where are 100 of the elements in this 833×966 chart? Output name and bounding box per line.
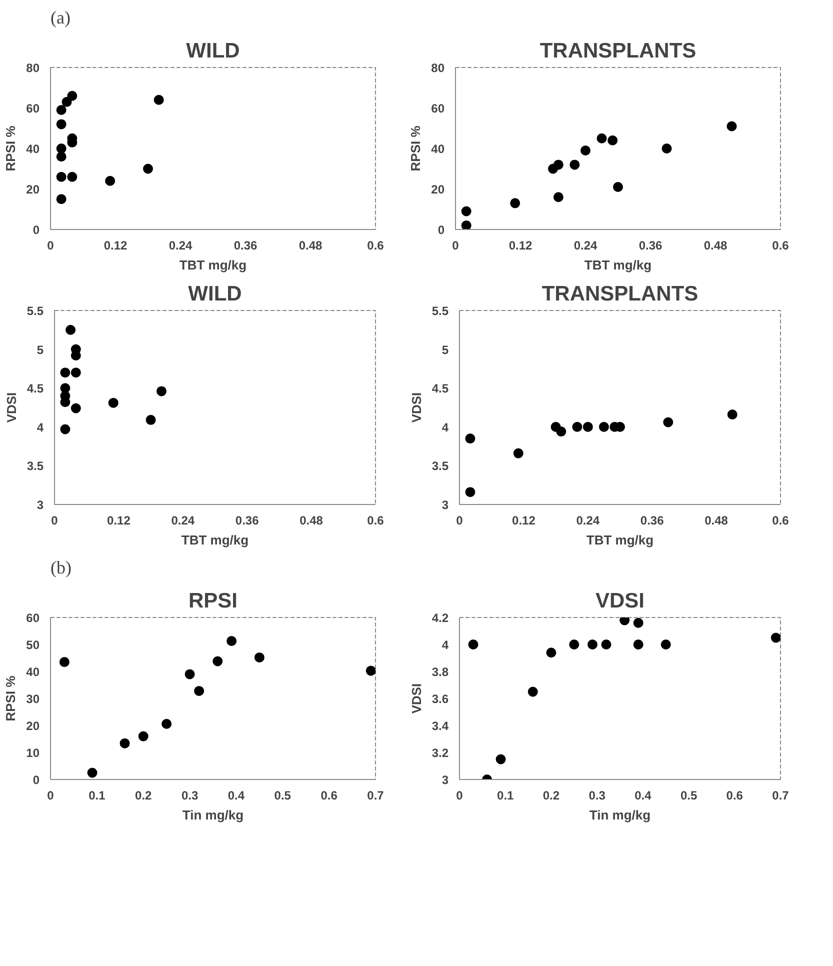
- point: [465, 487, 476, 498]
- x-axis-title: TBT mg/kg: [181, 532, 249, 548]
- y-tick-label: 4.5: [432, 382, 449, 396]
- y-tick-label: 3.8: [432, 665, 449, 679]
- x-tick-label: 0.36: [234, 238, 258, 252]
- x-tick-label: 0: [47, 238, 54, 252]
- point: [56, 194, 66, 204]
- chart-title: RPSI: [188, 590, 238, 612]
- point: [662, 144, 672, 154]
- point: [184, 669, 195, 680]
- x-tick-label: 0.24: [171, 514, 195, 528]
- y-tick-label: 0: [32, 223, 40, 237]
- y-tick-label: 40: [26, 665, 40, 679]
- point: [465, 434, 476, 444]
- x-tick-label: 0.36: [640, 514, 664, 528]
- x-tick-label: 0.2: [542, 788, 560, 802]
- x-tick-label: 0.7: [772, 788, 790, 802]
- y-tick-label: 5.5: [432, 304, 449, 318]
- y-axis-title: VDSI: [4, 392, 19, 423]
- y-axis-title: RPSI %: [3, 125, 18, 172]
- point: [59, 657, 70, 668]
- point: [633, 640, 644, 650]
- point: [556, 426, 566, 437]
- point: [156, 386, 166, 396]
- y-tick-label: 4: [442, 638, 449, 652]
- point: [727, 409, 738, 420]
- y-tick-label: 4.5: [26, 382, 44, 396]
- y-tick-label: 3.5: [26, 459, 44, 474]
- y-tick-label: 20: [26, 719, 40, 733]
- point: [598, 422, 609, 432]
- x-tick-label: 0.36: [638, 238, 663, 252]
- point: [62, 96, 72, 107]
- point: [108, 398, 118, 408]
- x-axis-title: TBT mg/kg: [584, 258, 652, 272]
- x-tick-label: 0.6: [772, 238, 790, 252]
- point: [587, 640, 598, 650]
- y-tick-label: 20: [431, 182, 445, 196]
- point: [60, 397, 70, 408]
- x-tick-label: 0: [51, 514, 58, 528]
- point: [162, 718, 172, 729]
- point: [546, 648, 556, 658]
- y-tick-label: 80: [431, 61, 445, 75]
- x-tick-label: 0.7: [367, 788, 384, 802]
- point: [226, 636, 237, 646]
- point: [510, 198, 520, 208]
- x-tick-label: 0.4: [634, 788, 652, 802]
- y-tick-label: 40: [431, 142, 445, 156]
- point: [212, 656, 223, 666]
- x-axis-title: Tin mg/kg: [589, 808, 651, 822]
- y-tick-label: 50: [26, 638, 40, 652]
- x-tick-label: 0.36: [235, 514, 260, 528]
- x-tick-label: 0: [452, 238, 460, 252]
- point: [60, 368, 70, 378]
- x-tick-label: 0.6: [367, 238, 384, 252]
- point: [70, 350, 81, 360]
- point: [105, 176, 116, 186]
- point: [66, 324, 76, 335]
- x-tick-label: 0: [47, 788, 54, 802]
- x-tick-label: 0.12: [512, 514, 536, 528]
- point: [120, 738, 130, 748]
- point: [254, 652, 264, 662]
- point: [56, 119, 66, 130]
- y-tick-label: 60: [431, 102, 445, 116]
- y-axis-title: VDSI: [408, 392, 424, 423]
- chart-title: TRANSPLANTS: [540, 40, 696, 62]
- y-tick-label: 4: [36, 420, 44, 434]
- y-tick-label: 40: [26, 142, 40, 156]
- x-tick-label: 0.12: [107, 514, 131, 528]
- x-tick-label: 0.12: [104, 238, 128, 252]
- y-tick-label: 3: [442, 773, 449, 787]
- point: [70, 368, 81, 378]
- y-tick-label: 5: [442, 342, 449, 357]
- x-tick-label: 0.6: [726, 788, 744, 802]
- point: [601, 640, 612, 650]
- point: [660, 640, 671, 650]
- x-tick-label: 0: [456, 514, 464, 528]
- x-tick-label: 0.24: [576, 514, 600, 528]
- text: (b): [50, 558, 72, 578]
- point: [663, 417, 674, 428]
- point: [87, 768, 98, 778]
- point: [726, 121, 737, 132]
- point: [582, 422, 593, 432]
- chart-title: WILD: [188, 282, 242, 306]
- y-tick-label: 4.2: [432, 611, 449, 625]
- point: [366, 666, 376, 676]
- point: [572, 422, 582, 432]
- y-axis-title: RPSI %: [3, 675, 18, 722]
- y-tick-label: 30: [26, 692, 40, 706]
- point: [56, 105, 66, 116]
- point: [596, 133, 607, 144]
- point: [553, 192, 564, 202]
- point: [56, 152, 66, 162]
- y-tick-label: 3.6: [432, 692, 449, 706]
- y-tick-label: 10: [26, 746, 40, 760]
- point: [461, 206, 472, 216]
- text: (a): [50, 8, 70, 28]
- point: [528, 686, 538, 697]
- y-tick-label: 3: [442, 498, 449, 512]
- point: [468, 640, 478, 650]
- point: [154, 94, 164, 105]
